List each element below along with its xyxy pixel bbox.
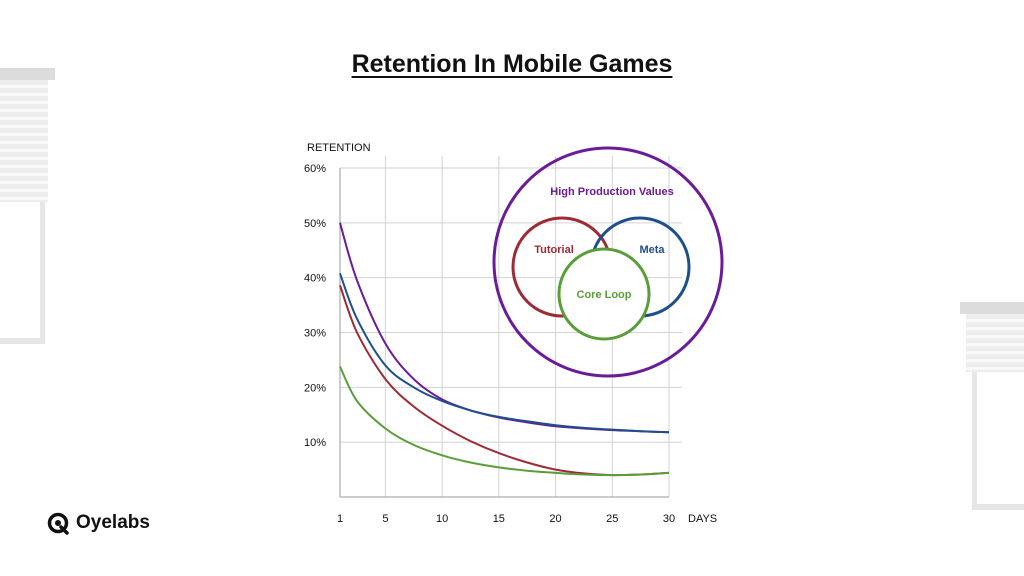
y-tick-label: 20% bbox=[304, 382, 326, 394]
x-tick-label: 5 bbox=[382, 513, 388, 525]
brand-name: Oyelabs bbox=[76, 512, 150, 533]
venn-core-loop-label: Core Loop bbox=[577, 289, 632, 301]
venn-tutorial-label: Tutorial bbox=[534, 244, 574, 256]
y-tick-label: 40% bbox=[304, 273, 326, 285]
series-line-4 bbox=[339, 366, 670, 477]
x-tick-label: 20 bbox=[549, 513, 561, 525]
venn-meta-label: Meta bbox=[639, 244, 665, 256]
x-tick-label: 30 bbox=[663, 513, 675, 525]
x-axis-title: DAYS bbox=[688, 513, 717, 525]
y-tick-label: 50% bbox=[304, 218, 326, 230]
venn-outer-label: High Production Values bbox=[550, 186, 673, 198]
decorative-blinds-right bbox=[960, 302, 1024, 512]
venn-diagram: High Production Values Tutorial Meta Cor… bbox=[492, 146, 724, 378]
x-tick-label: 15 bbox=[493, 513, 505, 525]
oyelabs-logo-icon bbox=[47, 512, 69, 535]
chart-series bbox=[339, 222, 670, 477]
page-title-text: Retention In Mobile Games bbox=[351, 50, 673, 78]
y-axis-title: RETENTION bbox=[307, 142, 371, 154]
y-tick-label: 30% bbox=[304, 328, 326, 340]
brand: Oyelabs bbox=[46, 510, 150, 536]
x-tick-label: 25 bbox=[606, 513, 618, 525]
y-tick-label: 10% bbox=[304, 437, 326, 449]
x-tick-label: 10 bbox=[436, 513, 448, 525]
y-tick-label: 60% bbox=[304, 163, 326, 175]
venn-core-loop-circle bbox=[557, 247, 651, 341]
page-title: Retention In Mobile Games bbox=[0, 50, 1024, 79]
venn-outer-circle bbox=[492, 146, 724, 378]
series-line-2 bbox=[339, 272, 670, 434]
x-tick-label: 1 bbox=[337, 513, 343, 525]
decorative-blinds-left bbox=[0, 68, 56, 344]
